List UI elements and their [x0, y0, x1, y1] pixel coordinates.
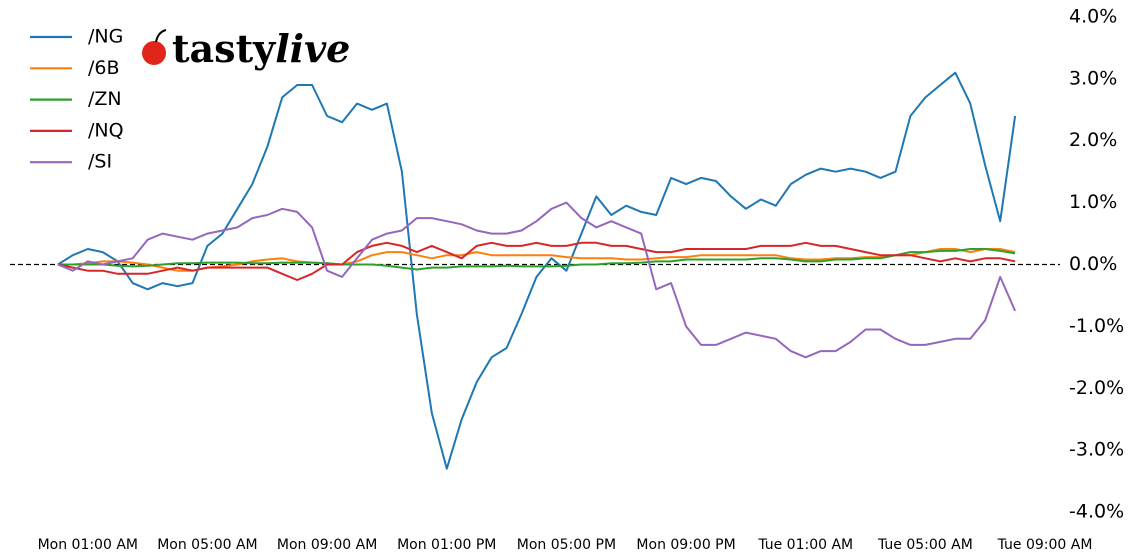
logo-stem	[155, 29, 167, 43]
x-tick-label: Tue 09:00 AM	[997, 537, 1093, 553]
y-tick-label: 2.0%	[1069, 129, 1117, 151]
x-tick-label: Mon 01:00 PM	[397, 537, 496, 553]
legend-label: /6B	[88, 57, 120, 79]
logo-text: tastylive	[172, 26, 350, 71]
y-tick-label: 1.0%	[1069, 191, 1117, 213]
y-tick-label: -3.0%	[1069, 439, 1124, 461]
series-line	[57, 241, 1016, 281]
y-tick-label: -4.0%	[1069, 501, 1124, 523]
logo-live: live	[275, 26, 350, 71]
logo: tastylive	[142, 26, 350, 71]
x-tick-label: Tue 01:00 AM	[757, 537, 853, 553]
legend-label: /NQ	[88, 119, 124, 141]
legend-label: /NG	[88, 26, 123, 48]
series-line	[57, 248, 1016, 271]
series-line	[57, 201, 1017, 359]
y-tick-label: 0.0%	[1069, 253, 1117, 275]
logo-tasty: tasty	[172, 26, 276, 71]
x-tick-label: Mon 01:00 AM	[38, 537, 138, 553]
x-tick-label: Mon 09:00 PM	[636, 537, 735, 553]
x-tick-label: Mon 05:00 PM	[517, 537, 616, 553]
legend-label: /SI	[88, 151, 112, 173]
x-tick-label: Mon 09:00 AM	[277, 537, 377, 553]
logo-cherry	[142, 41, 166, 65]
x-tick-label: Tue 05:00 AM	[877, 537, 973, 553]
y-tick-label: -2.0%	[1069, 377, 1124, 399]
legend-label: /ZN	[88, 88, 122, 110]
x-tick-label: Mon 05:00 AM	[157, 537, 257, 553]
y-tick-label: 3.0%	[1069, 67, 1117, 89]
y-tick-label: 4.0%	[1069, 5, 1117, 27]
series-line	[57, 71, 1017, 470]
y-tick-label: -1.0%	[1069, 315, 1124, 337]
